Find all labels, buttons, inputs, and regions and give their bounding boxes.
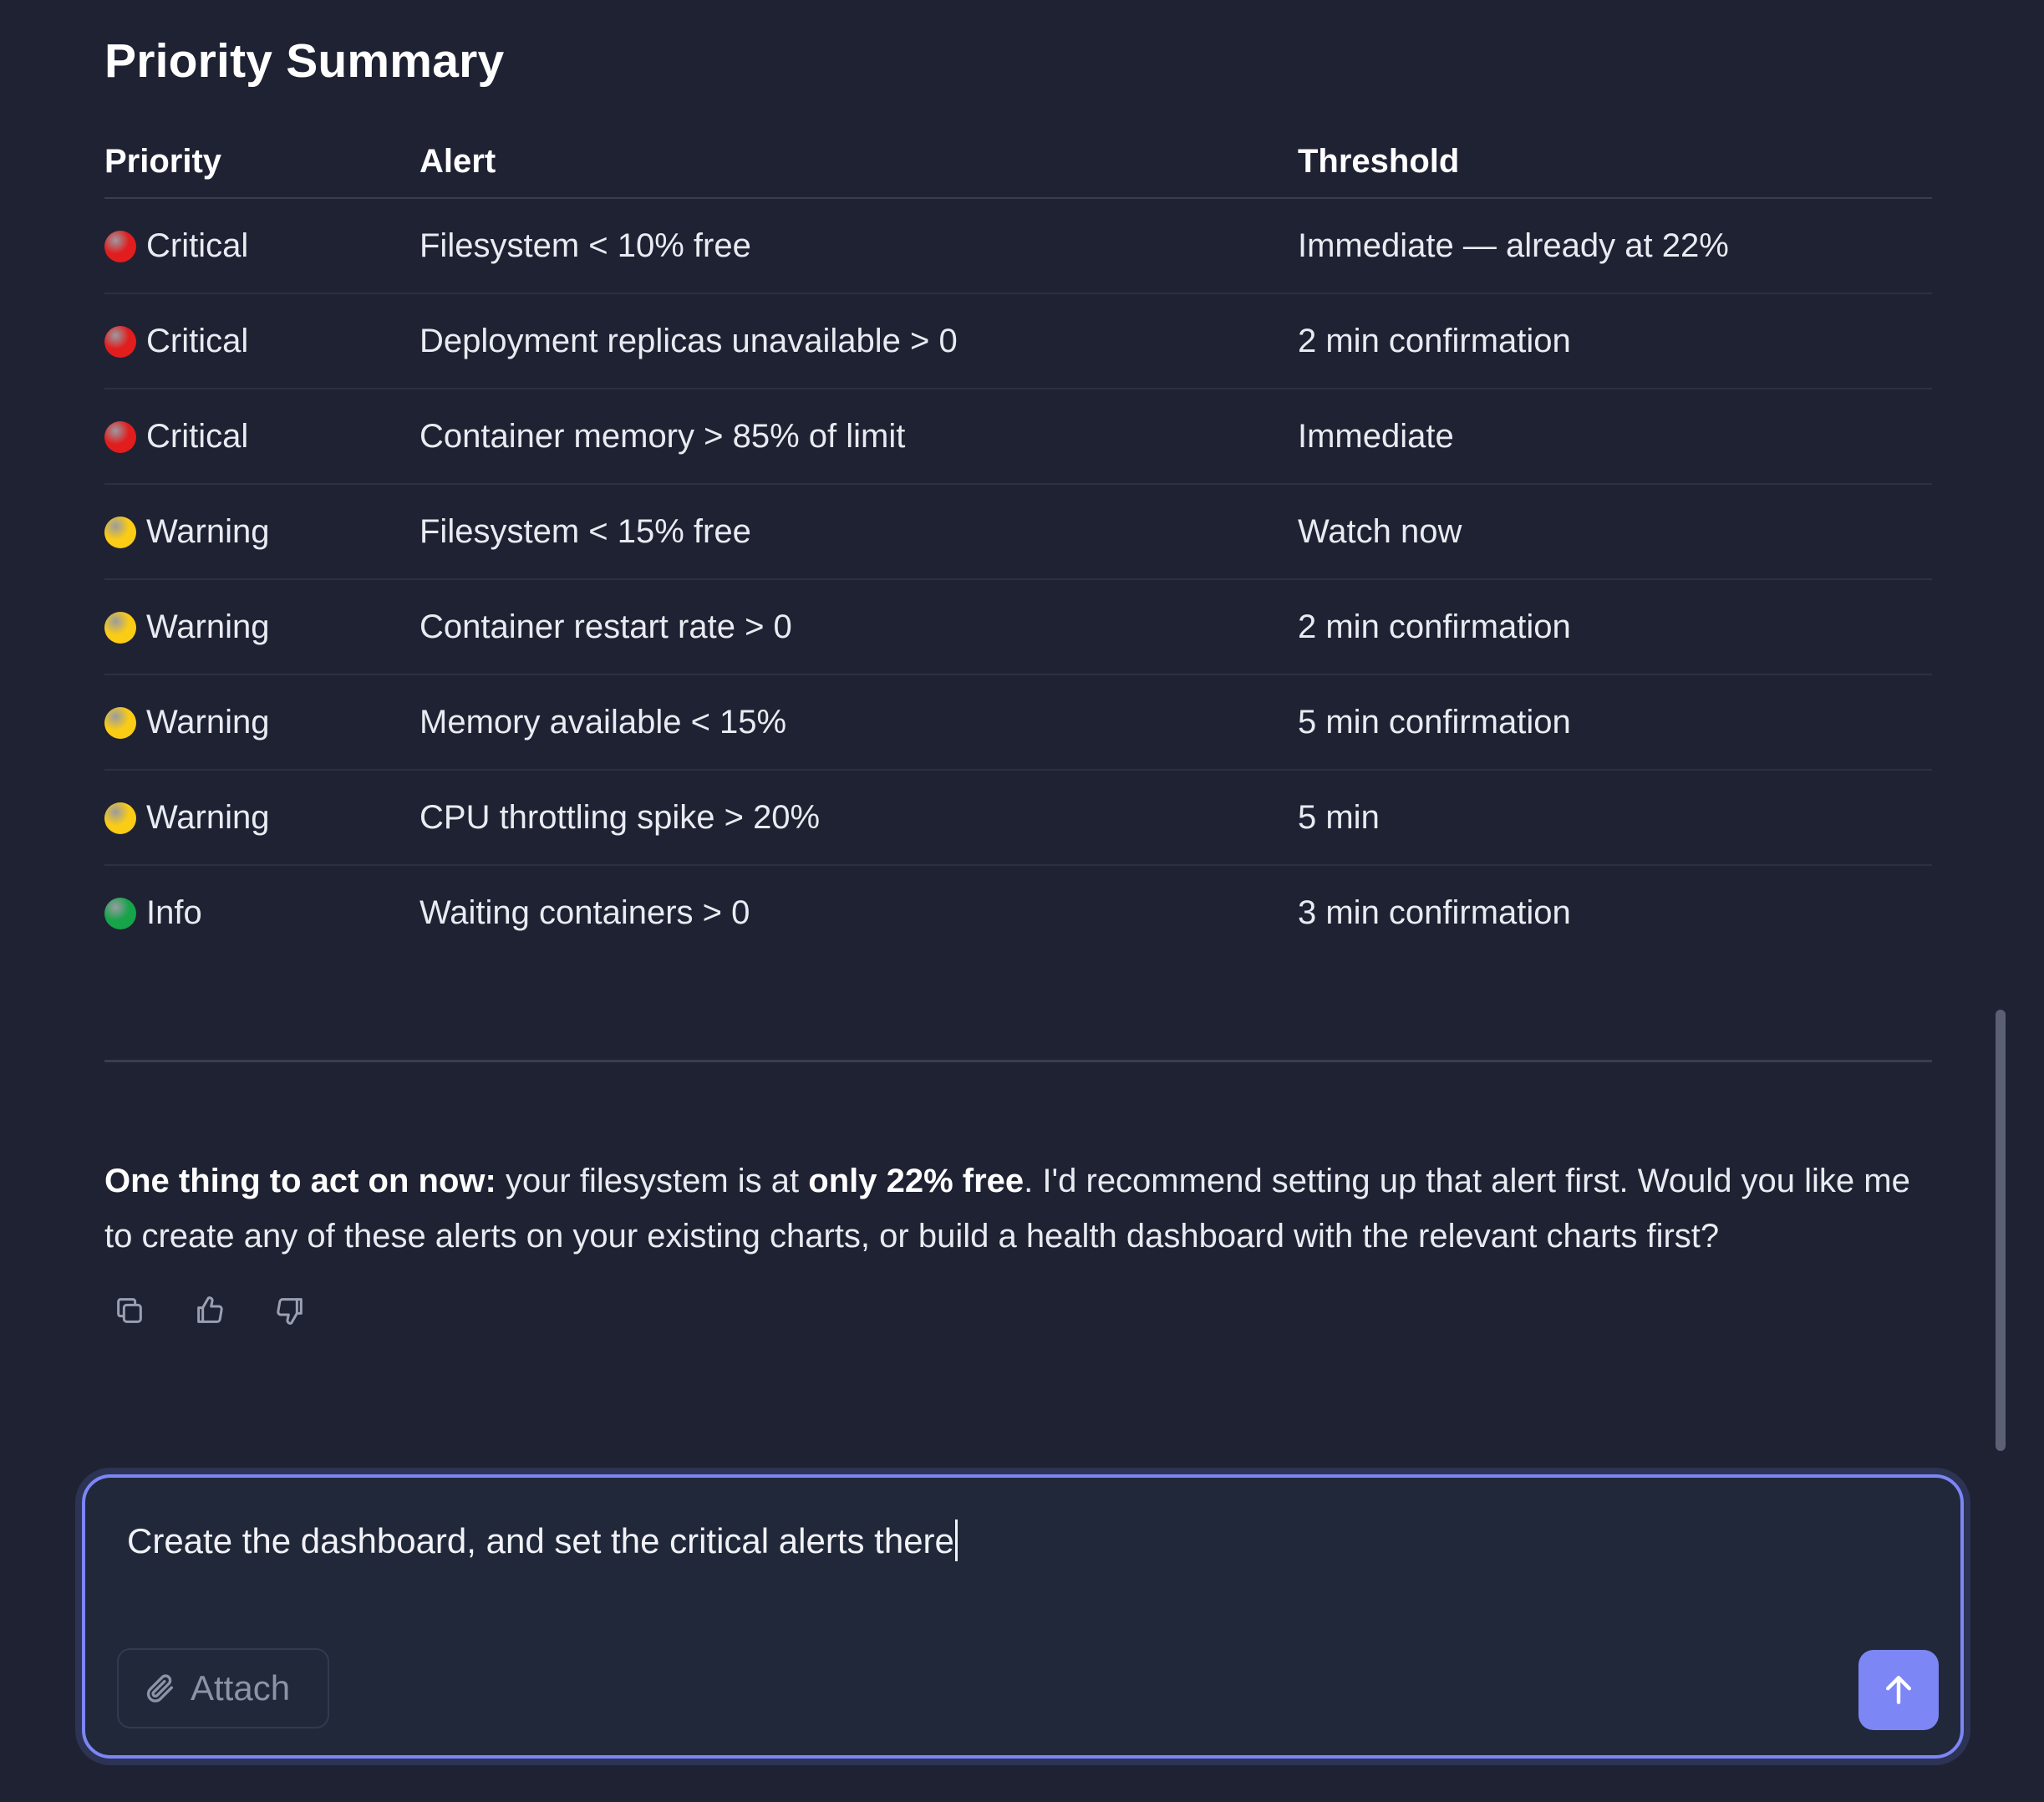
priority-label: Warning	[146, 798, 270, 836]
alert-cell: Memory available < 15%	[419, 674, 1298, 771]
alert-cell: Container memory > 85% of limit	[419, 389, 1298, 485]
message-lead: One thing to act on now:	[104, 1163, 496, 1199]
arrow-up-icon	[1885, 1676, 1912, 1704]
message-input-value: Create the dashboard, and set the critic…	[127, 1521, 954, 1560]
threshold-cell: 2 min confirmation	[1298, 293, 1932, 389]
message-emphasis: only 22% free	[808, 1163, 1025, 1199]
table-row: Critical Deployment replicas unavailable …	[104, 293, 1932, 389]
alert-cell: Deployment replicas unavailable > 0	[419, 293, 1298, 389]
table-row: Critical Container memory > 85% of limit I…	[104, 389, 1932, 485]
attach-button[interactable]: Attach	[117, 1648, 329, 1728]
copy-button[interactable]	[113, 1291, 146, 1330]
table-row: Warning Memory available < 15% 5 min confi…	[104, 674, 1932, 771]
table-row: Critical Filesystem < 10% free Immediate —…	[104, 198, 1932, 294]
table-header-row: Priority Alert Threshold	[104, 125, 1932, 199]
alert-cell: Container restart rate > 0	[419, 579, 1298, 675]
priority-cell: Critical	[104, 293, 419, 389]
thumbs-down-button[interactable]	[273, 1291, 307, 1330]
priority-cell: Warning	[104, 579, 419, 675]
message-actions	[113, 1291, 307, 1330]
critical-status-dot-icon	[104, 230, 136, 262]
alert-cell: Filesystem < 10% free	[419, 198, 1298, 294]
table-row: Warning Filesystem < 15% free Watch now	[104, 484, 1932, 580]
alert-cell: Waiting containers > 0	[419, 893, 750, 931]
priority-label: Warning	[146, 608, 270, 645]
section-title: Priority Summary	[104, 34, 505, 88]
message-input[interactable]: Create the dashboard, and set the critic…	[127, 1519, 958, 1561]
table-row: Warning CPU throttling spike > 20% 5 min	[104, 770, 1932, 866]
threshold-cell: Immediate	[1298, 389, 1932, 485]
assistant-message-text: One thing to act on now: your filesystem…	[104, 1153, 1932, 1264]
priority-table: Priority Alert Threshold Critical Filesys…	[104, 125, 1932, 960]
paperclip-icon	[146, 1674, 173, 1703]
priority-label: Critical	[146, 227, 249, 264]
warning-status-dot-icon	[104, 611, 136, 644]
info-status-dot-icon	[104, 897, 136, 929]
priority-cell: Warning	[104, 484, 419, 580]
priority-label: Warning	[146, 512, 270, 550]
priority-label: Critical	[146, 417, 249, 455]
priority-label: Info	[146, 893, 202, 931]
alert-cell: CPU throttling spike > 20%	[419, 770, 1298, 866]
thumbs-down-icon	[277, 1298, 303, 1325]
message-composer: Create the dashboard, and set the critic…	[82, 1474, 1964, 1759]
thumbs-up-button[interactable]	[193, 1291, 226, 1330]
table-row: Info Waiting containers > 0 3 min confirma…	[104, 865, 1932, 960]
threshold-cell: Immediate — already at 22%	[1298, 198, 1932, 294]
warning-status-dot-icon	[104, 802, 136, 834]
threshold-cell: 5 min confirmation	[1298, 674, 1932, 771]
priority-cell: Info	[104, 865, 419, 960]
priority-cell: Critical	[104, 389, 419, 485]
message-text-1: your filesystem is at	[496, 1163, 809, 1199]
attach-label: Attach	[191, 1668, 291, 1708]
priority-cell: Warning	[104, 674, 419, 771]
column-header-alert: Alert	[419, 125, 1298, 199]
send-button[interactable]	[1858, 1650, 1939, 1730]
column-header-priority: Priority	[104, 125, 419, 199]
threshold-cell: 5 min	[1298, 770, 1932, 866]
priority-cell: Critical	[104, 198, 419, 294]
critical-status-dot-icon	[104, 420, 136, 453]
critical-status-dot-icon	[104, 325, 136, 358]
threshold-cell: Watch now	[1298, 484, 1932, 580]
priority-label: Critical	[146, 322, 249, 359]
column-header-threshold: Threshold	[1298, 125, 1932, 199]
threshold-cell: 3 min confirmation	[1298, 893, 1571, 931]
alert-cell: Filesystem < 15% free	[419, 484, 1298, 580]
thumbs-up-icon	[197, 1296, 223, 1323]
copy-icon	[117, 1298, 142, 1323]
priority-label: Warning	[146, 703, 270, 741]
text-caret	[954, 1519, 958, 1561]
threshold-cell: 2 min confirmation	[1298, 579, 1932, 675]
warning-status-dot-icon	[104, 516, 136, 548]
horizontal-divider	[104, 1060, 1932, 1062]
warning-status-dot-icon	[104, 706, 136, 739]
scrollbar-thumb[interactable]	[1996, 1010, 2006, 1451]
message-text-2: . I'd recommend setting up that alert fi…	[104, 1163, 1910, 1255]
priority-cell: Warning	[104, 770, 419, 866]
